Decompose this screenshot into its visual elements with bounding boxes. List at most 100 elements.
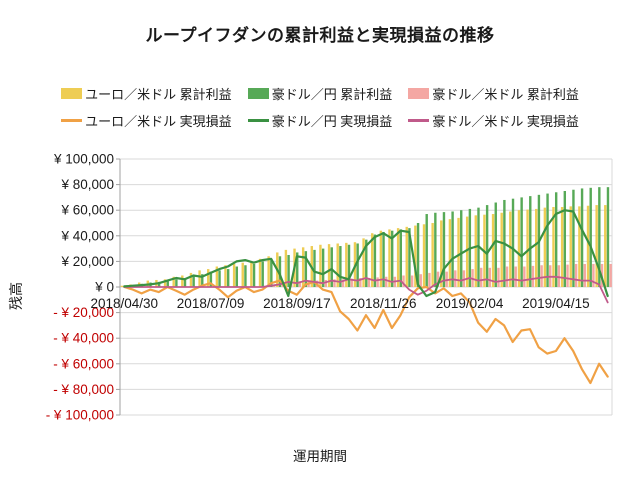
bar-eur_usd_cumulative: [232, 263, 236, 287]
bar-aud_jpy_cumulative: [192, 275, 195, 287]
bar-eur_usd_cumulative: [362, 238, 365, 287]
x-axis-tick-label: 2018/04/30: [91, 296, 159, 311]
legend-label: 豪ドル／円 実現損益: [271, 114, 393, 129]
bar-aud_jpy_cumulative: [520, 197, 523, 287]
bar-aud_usd_cumulative: [488, 267, 492, 287]
bar-aud_jpy_cumulative: [442, 212, 446, 287]
bar-aud_usd_cumulative: [540, 265, 543, 287]
bar-aud_jpy_cumulative: [252, 263, 256, 287]
bar-eur_usd_cumulative: [379, 230, 383, 287]
bar-eur_usd_cumulative: [465, 216, 469, 287]
bar-aud_jpy_cumulative: [244, 265, 247, 287]
y-axis-tick-label: ¥ 20,000: [60, 254, 114, 269]
bar-aud_jpy_cumulative: [451, 211, 454, 287]
bar-aud_jpy_cumulative: [529, 196, 532, 287]
bar-aud_usd_cumulative: [531, 265, 535, 287]
x-axis-title: 運用期間: [293, 449, 347, 464]
bar-eur_usd_cumulative: [207, 269, 210, 287]
legend-bar-swatch-icon: [61, 88, 83, 99]
legend-label: 豪ドル／円 累計利益: [271, 87, 393, 102]
legend-item: ユーロ／米ドル 実現損益: [61, 111, 232, 130]
bar-eur_usd_cumulative: [267, 256, 270, 287]
bar-eur_usd_cumulative: [595, 205, 598, 287]
y-axis-tick-label: - ¥ 80,000: [53, 382, 114, 397]
y-axis-tick-label: - ¥ 60,000: [53, 356, 114, 371]
bar-aud_jpy_cumulative: [511, 198, 515, 287]
bar-eur_usd_cumulative: [569, 206, 572, 287]
bar-aud_jpy_cumulative: [175, 279, 178, 287]
bar-aud_jpy_cumulative: [572, 189, 575, 287]
x-axis-tick-label: 2018/11/26: [350, 296, 417, 311]
bar-eur_usd_cumulative: [586, 205, 590, 287]
bar-aud_jpy_cumulative: [313, 249, 316, 287]
legend-row-cumulative: ユーロ／米ドル 累計利益 豪ドル／円 累計利益 豪ドル／米ドル 累計利益: [0, 84, 640, 103]
bar-aud_jpy_cumulative: [330, 247, 333, 287]
bar-aud_jpy_cumulative: [425, 214, 428, 287]
bar-eur_usd_cumulative: [224, 265, 227, 287]
bar-aud_jpy_cumulative: [226, 269, 230, 287]
bar-eur_usd_cumulative: [500, 212, 503, 287]
line-aud_jpy_realized: [123, 209, 609, 298]
bar-aud_jpy_cumulative: [270, 258, 273, 287]
y-axis-tick-label: - ¥ 100,000: [46, 408, 114, 423]
bar-aud_usd_cumulative: [592, 263, 595, 287]
bar-aud_usd_cumulative: [324, 279, 328, 287]
bar-eur_usd_cumulative: [250, 261, 253, 287]
bar-aud_jpy_cumulative: [563, 191, 567, 287]
y-axis-tick-label: - ¥ 20,000: [53, 305, 114, 320]
bar-aud_jpy_cumulative: [278, 256, 282, 287]
bar-aud_usd_cumulative: [436, 271, 440, 287]
bar-aud_jpy_cumulative: [356, 243, 359, 287]
bar-eur_usd_cumulative: [491, 214, 495, 287]
bar-eur_usd_cumulative: [319, 244, 322, 287]
bar-eur_usd_cumulative: [336, 243, 339, 287]
bar-aud_jpy_cumulative: [598, 187, 601, 287]
bar-eur_usd_cumulative: [405, 226, 408, 287]
legend-label: ユーロ／米ドル 実現損益: [85, 114, 232, 129]
legend-line-swatch-icon: [61, 119, 83, 122]
bar-aud_jpy_cumulative: [580, 188, 584, 287]
y-axis-title: 残高: [8, 282, 24, 310]
bar-aud_jpy_cumulative: [304, 251, 308, 287]
bar-aud_jpy_cumulative: [373, 234, 377, 287]
bar-eur_usd_cumulative: [422, 224, 426, 287]
bar-eur_usd_cumulative: [301, 247, 305, 287]
bar-eur_usd_cumulative: [371, 233, 374, 287]
bar-aud_usd_cumulative: [454, 270, 457, 287]
y-axis-tick-label: ¥ 100,000: [53, 152, 114, 167]
bar-aud_usd_cumulative: [609, 263, 612, 287]
bar-eur_usd_cumulative: [198, 270, 201, 287]
bar-aud_usd_cumulative: [341, 279, 345, 287]
legend-item: 豪ドル／円 実現損益: [247, 111, 393, 130]
bar-aud_jpy_cumulative: [339, 246, 342, 287]
x-axis-tick-label: 2018/09/17: [263, 296, 331, 311]
legend-item: ユーロ／米ドル 累計利益: [61, 84, 232, 103]
bar-eur_usd_cumulative: [181, 275, 184, 287]
line-eur_usd_realized: [123, 279, 609, 385]
bar-eur_usd_cumulative: [327, 244, 331, 287]
bar-eur_usd_cumulative: [284, 249, 288, 287]
bar-aud_usd_cumulative: [428, 272, 431, 287]
bar-aud_usd_cumulative: [497, 267, 500, 287]
bar-aud_jpy_cumulative: [606, 187, 610, 287]
bar-aud_usd_cumulative: [505, 266, 509, 287]
bar-aud_usd_cumulative: [359, 278, 362, 287]
bar-eur_usd_cumulative: [457, 217, 460, 287]
bar-aud_jpy_cumulative: [460, 210, 463, 287]
bar-aud_jpy_cumulative: [183, 278, 187, 287]
bar-aud_usd_cumulative: [402, 275, 405, 287]
bar-eur_usd_cumulative: [431, 223, 434, 287]
bar-aud_jpy_cumulative: [554, 192, 558, 287]
bar-aud_jpy_cumulative: [321, 248, 325, 287]
bar-aud_jpy_cumulative: [261, 261, 264, 287]
bar-aud_jpy_cumulative: [347, 244, 351, 287]
legend-item: 豪ドル／円 累計利益: [247, 84, 393, 103]
bar-eur_usd_cumulative: [120, 285, 124, 287]
bar-eur_usd_cumulative: [560, 207, 564, 287]
legend-item: 豪ドル／米ドル 累計利益: [408, 84, 579, 103]
bar-eur_usd_cumulative: [440, 220, 443, 287]
line-aud_usd_realized: [123, 275, 609, 304]
bar-aud_jpy_cumulative: [365, 239, 368, 287]
